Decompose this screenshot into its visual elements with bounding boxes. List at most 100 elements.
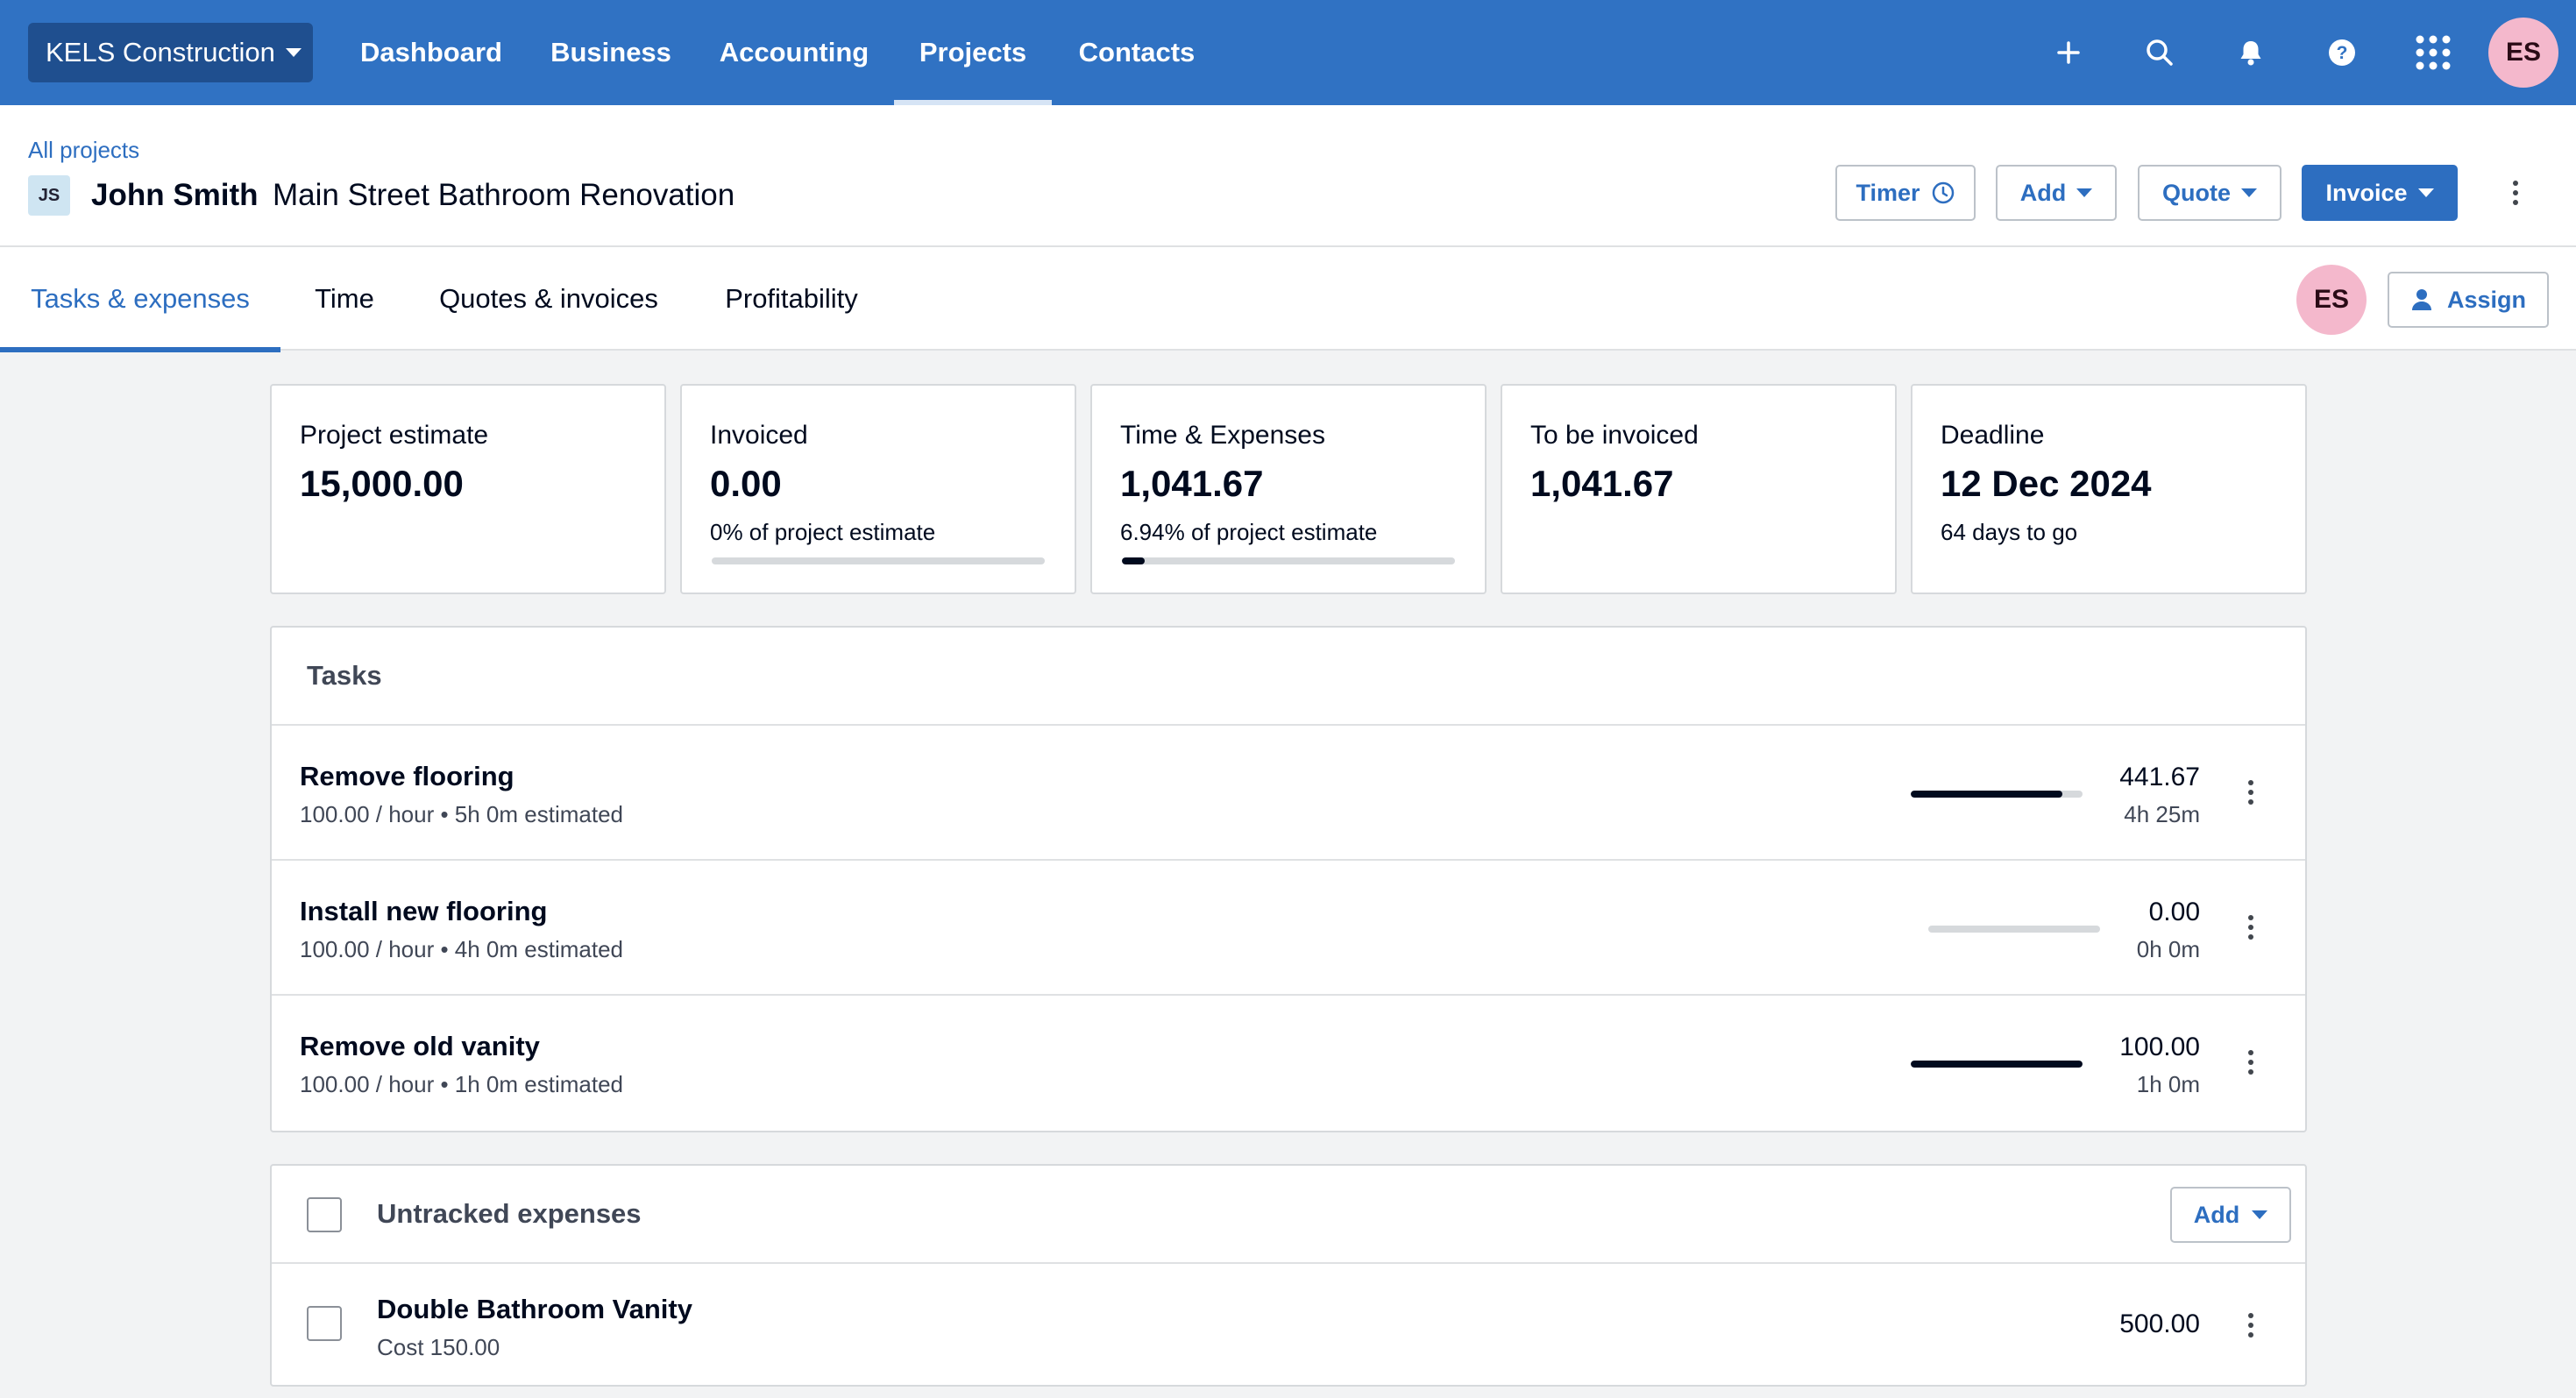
- organization-switcher[interactable]: KELS Construction: [28, 23, 313, 82]
- client-initials-badge: JS: [28, 175, 70, 216]
- project-tabs: Tasks & expenses Time Quotes & invoices …: [0, 247, 2576, 352]
- tab-time[interactable]: Time: [315, 283, 374, 314]
- nav-contacts[interactable]: Contacts: [1078, 37, 1196, 67]
- task-progress-bar-fill: [1911, 791, 2063, 798]
- card-value: 15,000.00: [300, 463, 464, 504]
- caret-down-icon: [2076, 188, 2093, 197]
- task-name[interactable]: Install new flooring: [300, 896, 548, 926]
- deadline-card: Deadline 12 Dec 2024 64 days to go: [1911, 384, 2307, 594]
- add-button[interactable]: Add: [1996, 165, 2117, 221]
- nav-business[interactable]: Business: [550, 37, 671, 67]
- task-row[interactable]: Install new flooring 100.00 / hour • 4h …: [272, 861, 2305, 996]
- task-time-logged: 4h 25m: [2124, 801, 2200, 827]
- invoice-button[interactable]: Invoice: [2302, 165, 2458, 221]
- task-more-options-icon[interactable]: [2235, 773, 2267, 812]
- apps-grid-icon[interactable]: [2407, 26, 2459, 79]
- task-time-logged: 1h 0m: [2136, 1071, 2200, 1097]
- caret-down-icon: [2417, 188, 2434, 197]
- expenses-panel-title: Untracked expenses: [377, 1198, 642, 1229]
- task-progress-bar-fill: [1911, 1061, 2083, 1068]
- task-progress-bar: [1911, 1061, 2083, 1068]
- task-time-logged: 0h 0m: [2136, 936, 2200, 962]
- more-options-icon[interactable]: [2500, 174, 2531, 212]
- user-avatar[interactable]: ES: [2488, 18, 2558, 88]
- untracked-expenses-panel: Untracked expenses Add Double Bathroom V…: [270, 1164, 2307, 1387]
- project-header: All projects JS John Smith Main Street B…: [0, 105, 2576, 247]
- clock-icon: [1932, 181, 1954, 204]
- bell-icon[interactable]: [2225, 26, 2277, 79]
- organization-name: KELS Construction: [46, 37, 275, 67]
- tab-tasks-expenses[interactable]: Tasks & expenses: [0, 247, 280, 352]
- expenses-panel-header: Untracked expenses Add: [272, 1166, 2305, 1264]
- task-amount: 100.00: [2119, 1033, 2200, 1061]
- svg-text:?: ?: [2337, 43, 2348, 63]
- tasks-panel-title: Tasks: [272, 628, 2305, 726]
- task-amount: 0.00: [2148, 898, 2200, 926]
- tab-profitability[interactable]: Profitability: [725, 283, 858, 314]
- card-label: Project estimate: [300, 421, 489, 450]
- expense-amount: 500.00: [2119, 1309, 2200, 1338]
- card-subtext: 6.94% of project estimate: [1120, 519, 1378, 545]
- time-expenses-card: Time & Expenses 1,041.67 6.94% of projec…: [1090, 384, 1487, 594]
- caret-down-icon: [285, 48, 302, 57]
- card-label: Time & Expenses: [1120, 421, 1325, 450]
- top-navigation: KELS Construction Dashboard Business Acc…: [0, 0, 2576, 105]
- quote-button-label: Quote: [2162, 179, 2231, 206]
- select-all-checkbox[interactable]: [307, 1197, 342, 1232]
- task-name[interactable]: Remove old vanity: [300, 1031, 540, 1061]
- card-subtext: 64 days to go: [1941, 519, 2078, 545]
- task-rate-estimate: 100.00 / hour • 5h 0m estimated: [300, 801, 623, 827]
- timer-button[interactable]: Timer: [1835, 165, 1976, 221]
- timer-button-label: Timer: [1856, 179, 1920, 206]
- nav-dashboard[interactable]: Dashboard: [360, 37, 502, 67]
- tasks-panel: Tasks Remove flooring 100.00 / hour • 5h…: [270, 626, 2307, 1132]
- tab-quotes-invoices[interactable]: Quotes & invoices: [439, 283, 658, 314]
- add-button-label: Add: [2019, 179, 2067, 206]
- card-label: Invoiced: [710, 421, 808, 450]
- card-value: 1,041.67: [1120, 463, 1264, 504]
- invoiced-card: Invoiced 0.00 0% of project estimate: [680, 384, 1076, 594]
- client-name[interactable]: John Smith: [91, 178, 259, 212]
- expense-checkbox[interactable]: [307, 1306, 342, 1341]
- task-amount: 441.67: [2119, 763, 2200, 791]
- search-icon[interactable]: [2133, 26, 2186, 79]
- progress-bar: [712, 557, 1045, 564]
- expense-name[interactable]: Double Bathroom Vanity: [377, 1294, 692, 1324]
- task-row[interactable]: Remove old vanity 100.00 / hour • 1h 0m …: [272, 996, 2305, 1131]
- assign-button[interactable]: Assign: [2388, 272, 2549, 328]
- card-value: 1,041.67: [1530, 463, 1674, 504]
- task-progress-bar: [1928, 926, 2100, 933]
- to-be-invoiced-card: To be invoiced 1,041.67: [1501, 384, 1897, 594]
- person-icon: [2411, 289, 2431, 310]
- expense-cost: Cost 150.00: [377, 1334, 500, 1360]
- task-progress-bar: [1911, 791, 2083, 798]
- card-value: 0.00: [710, 463, 782, 504]
- card-value: 12 Dec 2024: [1941, 463, 2152, 504]
- add-expense-button-label: Add: [2193, 1201, 2240, 1228]
- card-subtext: 0% of project estimate: [710, 519, 936, 545]
- task-name[interactable]: Remove flooring: [300, 761, 514, 791]
- card-label: Deadline: [1941, 421, 2045, 450]
- caret-down-icon: [2252, 1210, 2268, 1219]
- progress-bar: [1122, 557, 1455, 564]
- card-label: To be invoiced: [1530, 421, 1699, 450]
- plus-icon[interactable]: [2042, 26, 2095, 79]
- nav-accounting[interactable]: Accounting: [719, 37, 869, 67]
- expense-row[interactable]: Double Bathroom Vanity Cost 150.00 500.0…: [272, 1264, 2305, 1385]
- add-expense-button[interactable]: Add: [2170, 1187, 2291, 1243]
- task-row[interactable]: Remove flooring 100.00 / hour • 5h 0m es…: [272, 726, 2305, 861]
- expense-more-options-icon[interactable]: [2235, 1306, 2267, 1345]
- nav-projects[interactable]: Projects: [894, 0, 1052, 105]
- assignee-avatar[interactable]: ES: [2296, 265, 2367, 335]
- assign-button-label: Assign: [2446, 286, 2527, 313]
- invoice-button-label: Invoice: [2325, 179, 2408, 206]
- all-projects-link[interactable]: All projects: [28, 137, 140, 163]
- task-more-options-icon[interactable]: [2235, 908, 2267, 947]
- quote-button[interactable]: Quote: [2138, 165, 2281, 221]
- help-icon[interactable]: ?: [2316, 26, 2368, 79]
- task-more-options-icon[interactable]: [2235, 1043, 2267, 1082]
- progress-bar-fill: [1122, 557, 1146, 564]
- project-title: Main Street Bathroom Renovation: [273, 178, 735, 212]
- task-rate-estimate: 100.00 / hour • 4h 0m estimated: [300, 936, 623, 962]
- caret-down-icon: [2241, 188, 2257, 197]
